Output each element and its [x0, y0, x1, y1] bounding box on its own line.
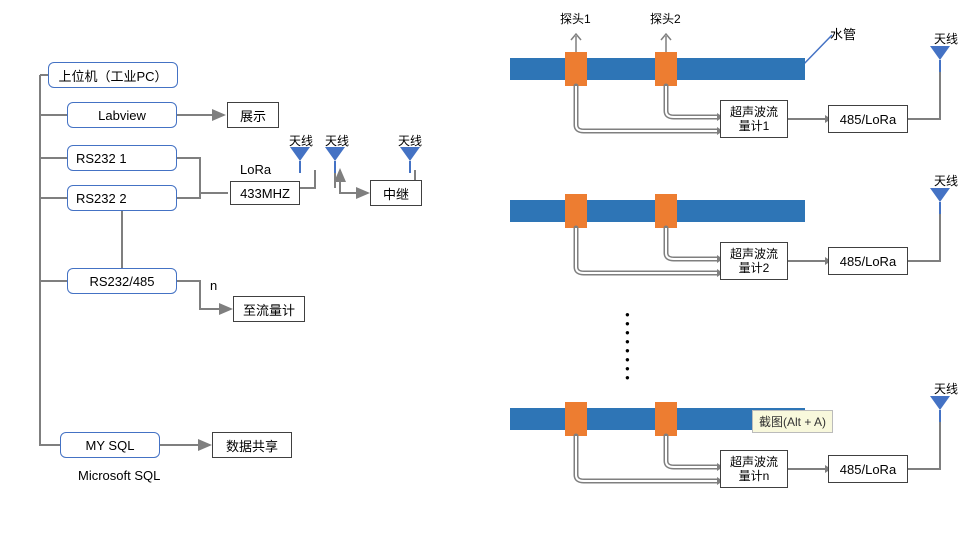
screenshot-tooltip: 截图(Alt + A) — [752, 410, 833, 433]
ellipsis-dots: ●●●●●●●● — [625, 310, 630, 382]
probe1-label: 探头1 — [560, 10, 591, 27]
modem-box: 485/LoRa — [828, 455, 908, 483]
pipe-label: 水管 — [830, 24, 856, 43]
antenna-label: 天线 — [934, 380, 958, 397]
probe2-label: 探头2 — [650, 10, 681, 27]
ultrasonic-flowmeter-box: 超声波流 量计n — [720, 450, 788, 488]
antenna-icon — [930, 396, 950, 422]
